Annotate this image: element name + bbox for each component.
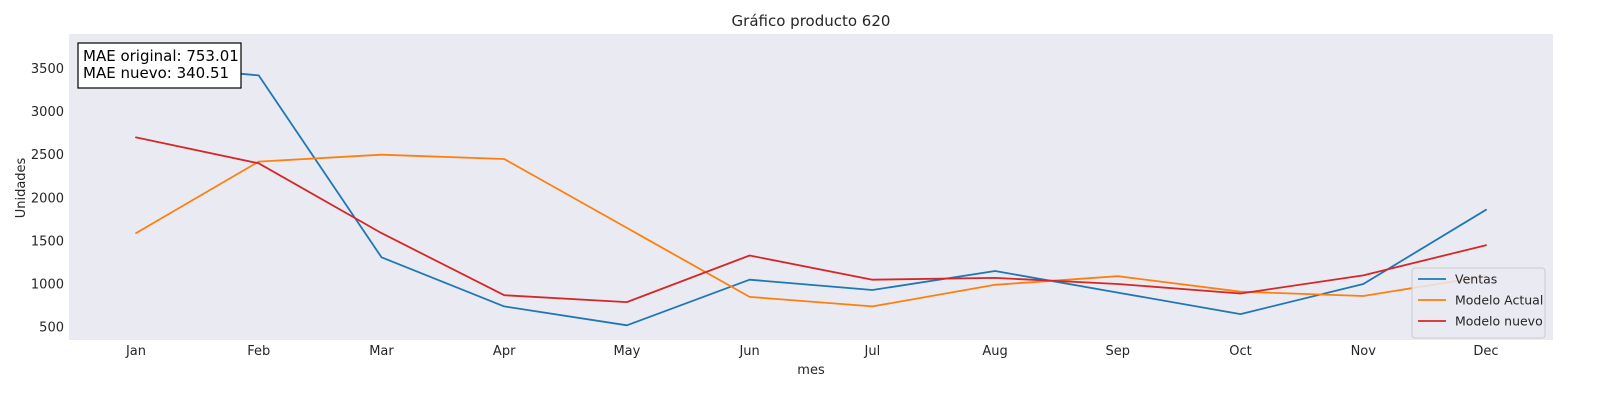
x-axis-title: mes <box>797 363 825 378</box>
series-line-modelo-nuevo <box>135 136 1487 304</box>
mae-original-text: MAE original: 753.01 <box>83 47 239 65</box>
y-tick-label: 3500 <box>31 62 64 77</box>
annotation-frame <box>77 42 242 89</box>
y-tick-label: 500 <box>39 321 64 336</box>
legend: Ventas Modelo Actual Modelo nuevo <box>1411 267 1546 339</box>
legend-label: Modelo Actual <box>1455 293 1543 308</box>
y-axis-ticks: 500 1000 1500 2000 2500 3000 3500 <box>31 62 64 336</box>
mae-nuevo-text: MAE nuevo: 340.51 <box>83 64 229 82</box>
x-tick-label: Jan <box>125 344 146 359</box>
y-tick-label: 3000 <box>31 105 64 120</box>
x-tick-label: Nov <box>1351 344 1377 359</box>
mae-annotation-box: MAE original: 753.01 MAE nuevo: 340.51 <box>77 42 242 89</box>
x-tick-label: Jul <box>864 344 881 359</box>
x-tick-label: May <box>613 344 640 359</box>
legend-label: Modelo nuevo <box>1455 314 1543 329</box>
y-tick-label: 2000 <box>31 191 64 206</box>
series-line-modelo-actual <box>135 153 1487 308</box>
plot-area <box>69 34 1553 340</box>
chart-title: Gráfico producto 620 <box>732 12 891 30</box>
y-tick-label: 2500 <box>31 148 64 163</box>
x-tick-label: Aug <box>982 344 1007 359</box>
series-line-ventas <box>135 63 1487 327</box>
legend-label: Ventas <box>1455 272 1497 287</box>
x-tick-label: Sep <box>1106 344 1131 359</box>
x-tick-label: Apr <box>493 344 516 359</box>
y-tick-label: 1000 <box>31 277 64 292</box>
x-axis-ticks: Jan Feb Mar Apr May Jun Jul Aug Sep Oct Nov Dec <box>125 344 1499 359</box>
y-axis-title: Unidades <box>14 157 29 218</box>
x-tick-label: Dec <box>1473 344 1498 359</box>
x-tick-label: Oct <box>1229 344 1251 359</box>
x-tick-label: Feb <box>247 344 270 359</box>
x-tick-label: Mar <box>369 344 394 359</box>
series-lines <box>135 63 1487 327</box>
y-tick-label: 1500 <box>31 234 64 249</box>
x-tick-label: Jun <box>738 344 759 359</box>
